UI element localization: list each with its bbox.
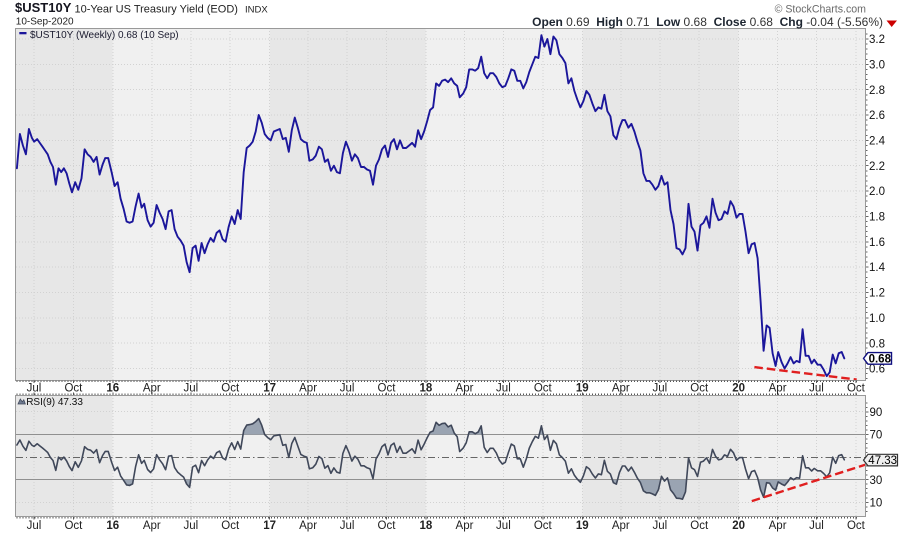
svg-text:$UST10Y (Weekly) 0.68 (10 Sep): $UST10Y (Weekly) 0.68 (10 Sep) [30,30,179,41]
svg-text:1.6: 1.6 [869,237,885,249]
svg-text:2.0: 2.0 [869,186,885,198]
svg-text:Apr: Apr [299,383,317,395]
svg-text:1.4: 1.4 [869,262,886,274]
svg-text:Oct: Oct [64,383,83,395]
svg-text:Apr: Apr [769,520,787,532]
svg-text:Oct: Oct [378,383,397,395]
svg-text:Jul: Jul [652,383,667,395]
svg-text:Jul: Jul [809,383,824,395]
svg-text:18: 18 [420,383,433,395]
svg-text:Apr: Apr [769,383,787,395]
svg-text:2.4: 2.4 [869,136,886,148]
svg-text:Open 0.69 High 0.71 Low 0.68: Open 0.69 High 0.71 Low 0.68 Close 0.68 … [532,15,883,29]
svg-text:Oct: Oct [534,520,553,532]
svg-text:Jul: Jul [27,383,42,395]
svg-text:18: 18 [420,520,433,532]
svg-text:3.2: 3.2 [869,34,885,46]
svg-text:16: 16 [106,383,119,395]
svg-text:20: 20 [732,520,745,532]
svg-text:Apr: Apr [456,383,474,395]
svg-text:Oct: Oct [690,520,709,532]
svg-text:Apr: Apr [143,383,161,395]
svg-text:0.6: 0.6 [869,364,885,376]
svg-text:90: 90 [870,407,883,419]
svg-text:47.33: 47.33 [868,455,897,467]
svg-text:Oct: Oct [847,520,866,532]
svg-text:19: 19 [576,520,589,532]
svg-text:Oct: Oct [221,520,240,532]
svg-text:2.2: 2.2 [869,161,885,173]
svg-text:Apr: Apr [143,520,161,532]
svg-text:Jul: Jul [809,520,824,532]
svg-text:70: 70 [870,430,883,442]
svg-text:Apr: Apr [612,520,630,532]
svg-text:Apr: Apr [612,383,630,395]
svg-text:2.6: 2.6 [869,110,885,122]
svg-text:Oct: Oct [847,383,866,395]
svg-text:Oct: Oct [378,520,397,532]
svg-text:10: 10 [870,497,883,509]
svg-text:Jul: Jul [340,520,355,532]
svg-text:Jul: Jul [652,520,667,532]
svg-text:Oct: Oct [534,383,553,395]
svg-text:$UST10Y: $UST10Y [15,0,72,15]
svg-text:0.8: 0.8 [869,338,885,350]
svg-text:0.68: 0.68 [869,353,892,365]
svg-text:10-Sep-2020: 10-Sep-2020 [16,16,74,27]
svg-text:Jul: Jul [496,383,511,395]
svg-text:20: 20 [732,383,745,395]
svg-text:Apr: Apr [299,520,317,532]
svg-text:Jul: Jul [183,520,198,532]
svg-text:RSI(9) 47.33: RSI(9) 47.33 [26,397,83,408]
svg-text:3.0: 3.0 [869,59,885,71]
svg-text:19: 19 [576,383,589,395]
svg-text:17: 17 [263,383,276,395]
svg-text:Jul: Jul [340,383,355,395]
svg-text:1.8: 1.8 [869,212,885,224]
svg-text:1.0: 1.0 [869,313,885,325]
svg-text:Apr: Apr [456,520,474,532]
svg-text:17: 17 [263,520,276,532]
svg-text:Oct: Oct [690,383,709,395]
svg-text:Jul: Jul [496,520,511,532]
svg-text:16: 16 [106,520,119,532]
svg-text:2.8: 2.8 [869,85,885,97]
svg-text:INDX: INDX [245,5,268,16]
svg-text:Jul: Jul [183,383,198,395]
svg-text:1.2: 1.2 [869,288,885,300]
svg-text:Jul: Jul [27,520,42,532]
svg-text:© StockCharts.com: © StockCharts.com [775,3,867,15]
svg-text:Oct: Oct [64,520,83,532]
svg-text:Oct: Oct [221,383,240,395]
svg-text:30: 30 [870,475,883,487]
svg-text:10-Year US Treasury Yield (EOD: 10-Year US Treasury Yield (EOD) [75,4,238,16]
